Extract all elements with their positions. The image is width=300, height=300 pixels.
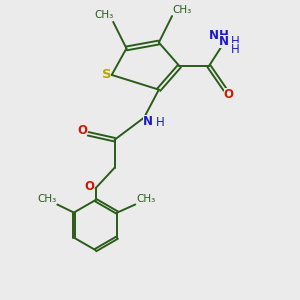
Text: N: N xyxy=(209,29,219,42)
Text: H: H xyxy=(231,34,240,48)
Text: CH₃: CH₃ xyxy=(172,4,191,14)
Text: O: O xyxy=(84,180,94,193)
Text: N: N xyxy=(219,34,229,48)
Text: O: O xyxy=(77,124,87,137)
Text: CH₃: CH₃ xyxy=(37,194,57,204)
Text: CH₃: CH₃ xyxy=(94,11,113,20)
Text: N: N xyxy=(142,115,153,128)
Text: H: H xyxy=(219,29,229,42)
Text: O: O xyxy=(224,88,234,101)
Text: CH₃: CH₃ xyxy=(136,194,155,204)
Text: S: S xyxy=(102,68,111,81)
Text: H: H xyxy=(156,116,165,128)
Text: H: H xyxy=(231,43,240,56)
